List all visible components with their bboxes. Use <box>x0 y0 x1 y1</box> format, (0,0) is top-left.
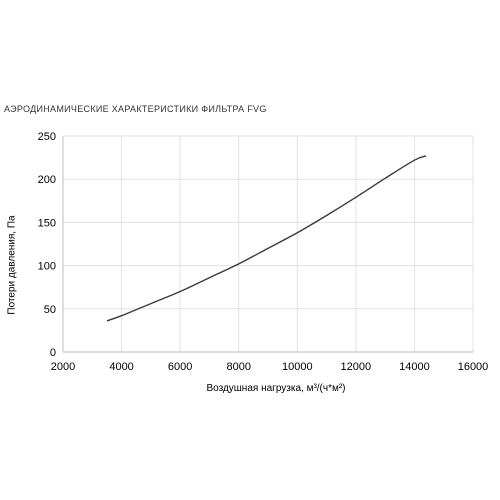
y-tick-label: 200 <box>38 174 56 186</box>
y-tick-label: 150 <box>38 217 56 229</box>
series <box>106 155 427 322</box>
series-line <box>106 155 427 322</box>
x-tick-label: 8000 <box>226 361 250 373</box>
y-tick-label: 0 <box>50 347 56 359</box>
y-tick-label: 100 <box>38 261 56 273</box>
x-tick-label: 10000 <box>282 361 313 373</box>
y-axis-label: Потери давления, Па <box>6 215 18 315</box>
y-tick-labels: 0 50 100 150 200 250 <box>38 131 56 359</box>
x-tick-label: 2000 <box>51 361 75 373</box>
grid <box>63 135 474 352</box>
x-tick-label: 12000 <box>341 361 372 373</box>
y-tick-label: 50 <box>44 304 56 316</box>
chart-title: АЭРОДИНАМИЧЕСКИЕ ХАРАКТЕРИСТИКИ ФИЛЬТРА … <box>4 104 267 114</box>
axes <box>62 136 473 353</box>
x-tick-label: 14000 <box>399 361 430 373</box>
x-tick-labels: 2000 4000 6000 8000 10000 12000 14000 16000 <box>51 361 489 373</box>
y-tick-label: 250 <box>38 131 56 143</box>
x-axis-label: Воздушная нагрузка, м³/(ч*м²) <box>206 383 346 394</box>
x-tick-label: 4000 <box>109 361 133 373</box>
x-tick-label: 6000 <box>168 361 192 373</box>
x-tick-label: 16000 <box>458 361 489 373</box>
